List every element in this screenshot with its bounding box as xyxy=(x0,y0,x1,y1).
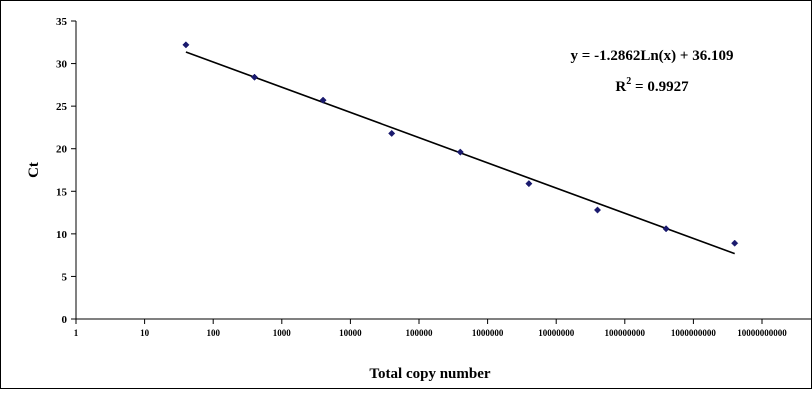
x-tick-label: 10000 xyxy=(339,328,362,338)
y-tick-label: 5 xyxy=(62,271,68,283)
x-tick-label: 1000000 xyxy=(472,328,504,338)
x-tick-label: 10000000000 xyxy=(737,328,787,338)
x-tick-label: 1 xyxy=(74,328,79,338)
y-axis-title: Ct xyxy=(26,162,42,178)
y-axis-ticks: 0 5 10 15 20 25 30 35 xyxy=(56,16,76,326)
r-squared-value: = 0.9927 xyxy=(631,79,689,95)
x-tick-label: 100000 xyxy=(406,328,434,338)
data-point xyxy=(593,206,602,214)
x-tick-label: 1000 xyxy=(273,328,292,338)
x-tick-label: 1000000000 xyxy=(671,328,717,338)
r-squared-prefix: R xyxy=(615,79,626,95)
y-tick-label: 0 xyxy=(62,314,68,326)
x-axis-ticks: 1 10 100 1000 10000 100000 1000000 10000000 1000… xyxy=(74,319,787,338)
x-tick-label: 100000000 xyxy=(605,328,646,338)
data-point xyxy=(319,96,327,104)
data-points xyxy=(182,41,739,247)
x-axis-title: Total copy number xyxy=(369,366,490,382)
y-tick-label: 15 xyxy=(56,186,68,198)
x-tick-label: 10 xyxy=(140,328,150,338)
data-point xyxy=(525,180,533,188)
y-tick-label: 25 xyxy=(56,101,68,113)
data-point xyxy=(456,148,464,156)
y-tick-label: 10 xyxy=(56,229,68,241)
data-point xyxy=(388,129,396,137)
y-tick-label: 35 xyxy=(56,16,68,28)
trendline-equation: y = -1.2862Ln(x) + 36.109 xyxy=(571,48,734,64)
y-tick-label: 20 xyxy=(56,144,68,156)
data-point xyxy=(731,239,739,247)
data-point xyxy=(182,41,190,49)
x-tick-label: 100 xyxy=(206,328,220,338)
data-point xyxy=(250,73,259,81)
x-tick-label: 10000000 xyxy=(538,328,575,338)
r-squared-label: R2 = 0.9927 xyxy=(615,76,689,95)
data-point xyxy=(662,225,670,233)
r-squared-superscript: 2 xyxy=(626,76,631,87)
y-tick-label: 30 xyxy=(56,59,68,71)
